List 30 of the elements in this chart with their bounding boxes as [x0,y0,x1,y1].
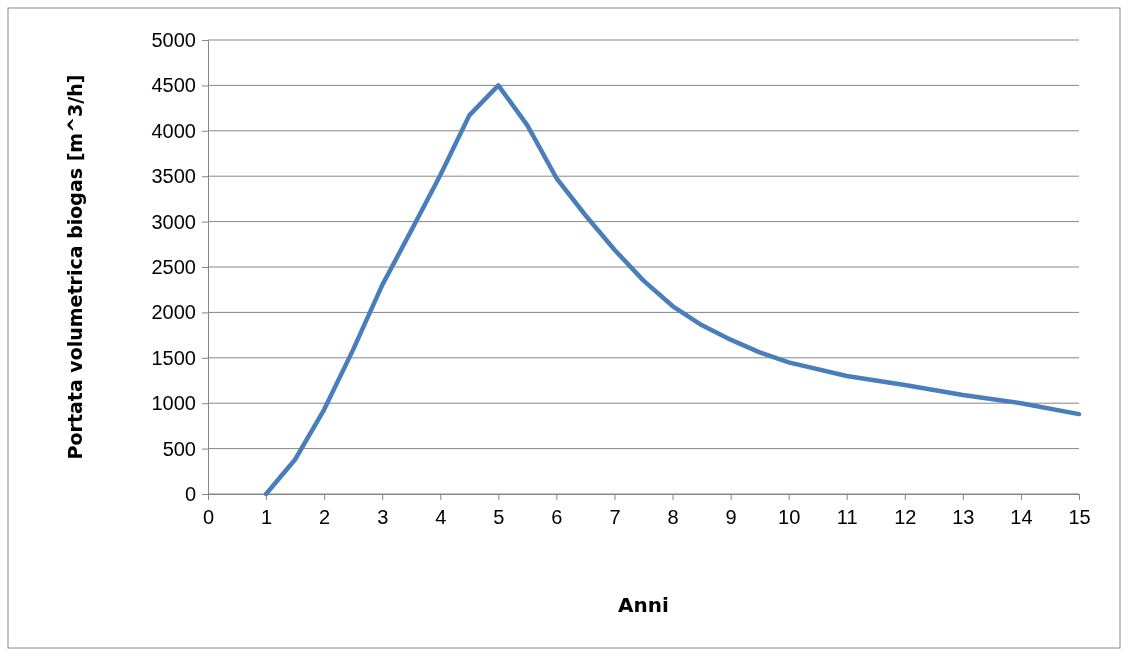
x-tick-label: 7 [609,506,621,529]
x-axis-title: Anni [618,593,669,617]
y-tick-label: 4000 [151,119,196,142]
y-tick-label: 1500 [151,346,196,369]
x-tick-label: 13 [952,506,975,529]
x-tick-label: 15 [1068,506,1091,529]
x-tick-label: 2 [319,506,331,529]
y-tick-label: 1000 [151,392,196,415]
y-tick-label: 4500 [151,74,196,97]
x-tick-label: 11 [836,506,858,529]
y-axis-title: Portata volumetrica biogas [m^3/h] [64,74,86,460]
x-tick-label: 6 [551,506,563,529]
y-tick-label: 2000 [151,301,196,324]
x-tick-label: 3 [377,506,389,529]
y-tick-label: 2500 [151,255,196,278]
y-tick-label: 5000 [151,28,196,51]
y-tick-label: 3000 [151,210,196,233]
line-series [263,83,1082,497]
x-tick-label: 8 [667,506,679,529]
y-tick-label: 0 [184,482,196,505]
y-tick-label: 3500 [151,165,196,188]
x-tick-label: 0 [202,506,215,529]
x-tick-label: 4 [435,506,447,529]
x-tick-label: 5 [493,506,505,529]
x-tick-label: 14 [1010,506,1033,529]
x-tick-label: 1 [261,506,273,529]
y-tick-label: 500 [162,437,196,460]
x-tick-label: 12 [894,506,917,529]
x-tick-label: 10 [778,506,801,529]
x-tick-label: 9 [725,506,737,529]
